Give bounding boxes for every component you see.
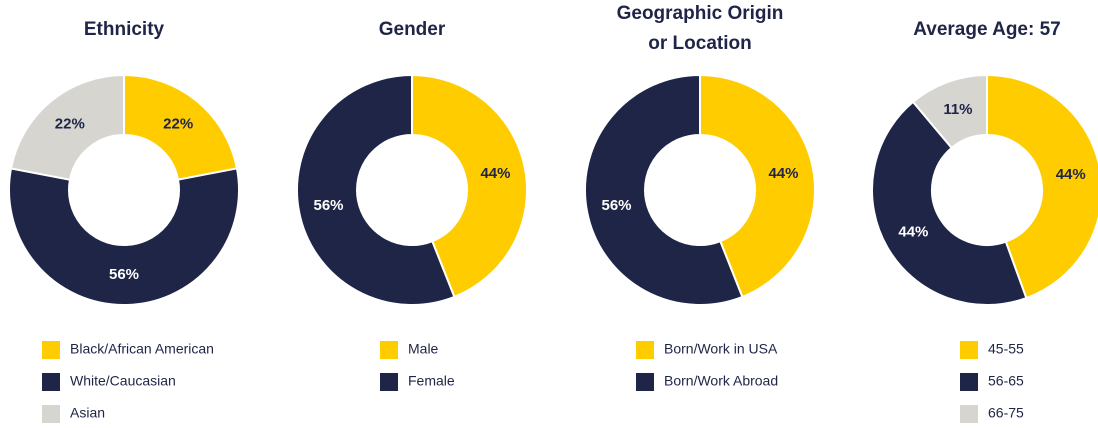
value-label: 11% — [943, 101, 972, 118]
legend-label: 66-75 — [988, 405, 1024, 421]
donut-segment — [699, 73, 816, 299]
legend-swatch — [42, 373, 60, 391]
legend-swatch — [42, 341, 60, 359]
legend-swatch — [636, 373, 654, 391]
value-label: 22% — [55, 115, 85, 132]
legend-swatch — [960, 341, 978, 359]
legend-swatch — [380, 373, 398, 391]
value-label: 56% — [601, 197, 631, 214]
donut-segment — [871, 100, 1028, 306]
chart-title: Average Age: 57 — [913, 19, 1061, 40]
value-label: 44% — [768, 165, 798, 182]
chart-title: Ethnicity — [84, 19, 165, 40]
legend-label: White/Caucasian — [70, 373, 176, 389]
legend-label: Male — [408, 341, 439, 357]
value-label: 56% — [109, 266, 139, 283]
legend-label: Born/Work in USA — [664, 341, 778, 357]
legend-swatch — [960, 405, 978, 423]
chart-title: Gender — [379, 19, 446, 40]
value-label: 44% — [1056, 166, 1086, 183]
value-label: 44% — [898, 223, 928, 240]
donut-segment — [8, 167, 240, 306]
chart-title: Geographic Origin — [617, 3, 784, 24]
legend-label: Asian — [70, 405, 105, 421]
legend-label: 45-55 — [988, 341, 1024, 357]
legend-swatch — [380, 341, 398, 359]
value-label: 22% — [163, 115, 193, 132]
donut-segment — [411, 73, 528, 299]
donut-segment — [584, 73, 744, 306]
donut-segment — [986, 73, 1098, 300]
donut-segment — [9, 73, 125, 181]
legend-swatch — [960, 373, 978, 391]
legend-swatch — [636, 341, 654, 359]
value-label: 44% — [480, 165, 510, 182]
legend-label: 56-65 — [988, 373, 1024, 389]
donut-segment — [911, 73, 988, 150]
donut-segment — [123, 73, 239, 181]
legend-label: Female — [408, 373, 455, 389]
donut-segment — [296, 73, 456, 306]
chart-title: or Location — [648, 33, 751, 54]
legend-label: Black/African American — [70, 341, 214, 357]
value-label: 56% — [313, 197, 343, 214]
legend-swatch — [42, 405, 60, 423]
legend-label: Born/Work Abroad — [664, 373, 778, 389]
